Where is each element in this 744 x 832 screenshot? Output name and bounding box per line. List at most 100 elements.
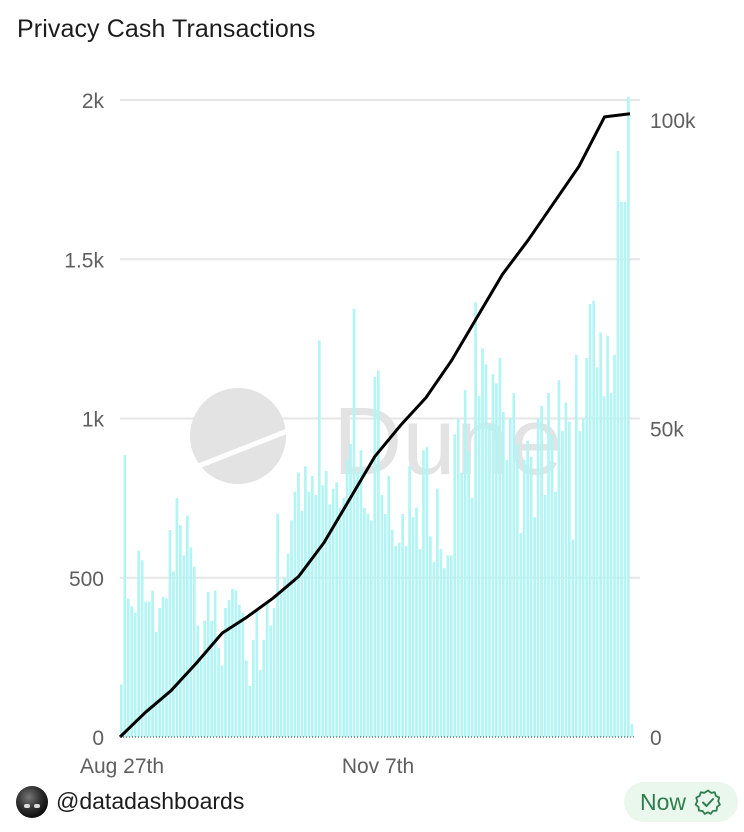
bar [474, 302, 477, 737]
bar [609, 393, 613, 737]
bar [425, 447, 429, 737]
bar [120, 684, 123, 737]
bar [595, 367, 599, 737]
bar [363, 507, 366, 737]
bar [328, 504, 332, 737]
bar [574, 354, 578, 737]
bar [133, 612, 137, 737]
freshness-badge[interactable]: Now [624, 782, 738, 822]
bar [564, 402, 568, 737]
bar [394, 545, 398, 737]
bar [217, 647, 220, 737]
bar [620, 201, 623, 738]
bar [373, 377, 377, 737]
bar [165, 598, 168, 737]
avatar[interactable] [16, 786, 48, 818]
bar [502, 412, 505, 737]
bar [401, 514, 404, 737]
bar [192, 566, 196, 737]
bar [453, 434, 457, 737]
bar [349, 443, 352, 737]
bar [345, 459, 349, 737]
bar [137, 550, 141, 737]
x-axis-labels: Aug 27th Nov 7th [80, 755, 414, 778]
bar [147, 601, 151, 737]
bar [495, 383, 498, 737]
bar [317, 340, 321, 737]
bar [370, 520, 373, 737]
bar [175, 498, 179, 737]
bar [449, 555, 453, 737]
bar [224, 608, 227, 737]
bar [172, 571, 175, 737]
bar [606, 335, 609, 737]
bar [432, 561, 436, 737]
bar [581, 418, 585, 737]
bar [380, 494, 384, 737]
bar [561, 431, 564, 737]
bar [568, 421, 571, 737]
bar [411, 517, 415, 737]
bar [515, 443, 519, 737]
bar [196, 625, 200, 737]
bar [151, 590, 154, 737]
bar [245, 660, 248, 737]
bar-series [120, 96, 634, 738]
bar [543, 494, 547, 737]
bar [154, 631, 158, 737]
bar [272, 608, 276, 737]
bar [290, 520, 293, 737]
bar [297, 472, 300, 737]
bar [571, 539, 575, 737]
bar [300, 510, 304, 737]
bar [588, 303, 592, 737]
bar [199, 660, 203, 737]
bar [210, 620, 213, 737]
bar [540, 405, 543, 737]
y-right-tick: 100k [650, 110, 696, 133]
bar [279, 590, 283, 737]
chart-title: Privacy Cash Transactions [17, 15, 316, 43]
bar [251, 639, 255, 737]
bar [335, 482, 338, 737]
bar [238, 604, 241, 737]
x-tick: Aug 27th [80, 755, 164, 778]
y-left-tick: 0 [92, 727, 104, 750]
bar [179, 525, 182, 737]
bar [331, 488, 335, 737]
bar [227, 600, 231, 737]
bar [182, 555, 186, 737]
bar [429, 536, 432, 737]
bar [491, 373, 495, 737]
bar [519, 533, 523, 737]
bar [126, 598, 130, 737]
bar [130, 606, 134, 737]
bar [547, 393, 550, 737]
bar [602, 396, 606, 737]
author-handle[interactable]: @datadashboards [56, 788, 245, 814]
bar [470, 498, 474, 737]
bar [258, 670, 262, 737]
bar [508, 418, 512, 737]
bar [460, 472, 464, 737]
bar [342, 498, 345, 737]
bar [234, 590, 238, 737]
bar [140, 560, 144, 737]
bar [206, 592, 210, 737]
bar [265, 603, 269, 737]
bar [408, 466, 411, 737]
bar [533, 517, 536, 737]
bar [352, 308, 356, 737]
bar [529, 456, 533, 737]
bar [536, 418, 540, 737]
bar [248, 686, 252, 737]
bar [404, 545, 408, 737]
bar [276, 514, 279, 737]
y-right-tick: 50k [650, 419, 684, 442]
bar [526, 440, 530, 737]
bar [613, 354, 616, 737]
bar [231, 588, 234, 737]
bar [220, 665, 224, 737]
bar [293, 491, 297, 737]
